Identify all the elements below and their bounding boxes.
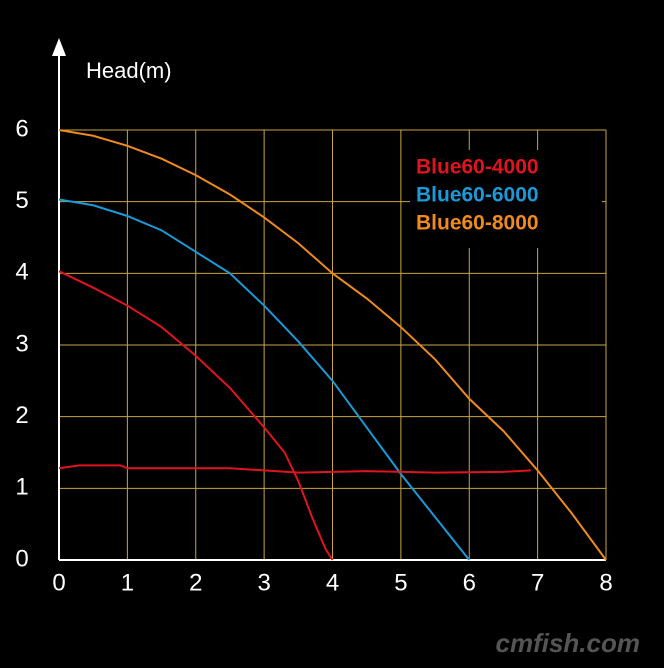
watermark: cmfish.com — [496, 628, 641, 658]
y-tick-label: 0 — [15, 545, 28, 572]
y-tick-label: 3 — [15, 330, 28, 357]
x-tick-label: 4 — [326, 569, 339, 596]
x-tick-label: 0 — [52, 569, 65, 596]
y-tick-label: 2 — [15, 402, 28, 429]
y-tick-label: 1 — [15, 474, 28, 501]
y-axis-arrow — [52, 38, 66, 56]
x-tick-label: 7 — [531, 569, 544, 596]
x-tick-label: 1 — [121, 569, 134, 596]
legend-label: Blue60-6000 — [416, 184, 539, 207]
x-tick-label: 6 — [463, 569, 476, 596]
series-line — [58, 270, 334, 561]
x-tick-label: 3 — [257, 569, 270, 596]
series-line — [58, 198, 471, 561]
x-tick-label: 5 — [394, 569, 407, 596]
y-axis-label: Head(m) — [86, 58, 172, 83]
x-tick-label: 2 — [189, 569, 202, 596]
legend: Blue60-4000 Blue60-6000 Blue60-8000 — [410, 150, 602, 248]
x-tick-label: 8 — [599, 569, 612, 596]
series-line — [58, 464, 531, 474]
y-tick-label: 4 — [15, 259, 28, 286]
y-tick-label: 5 — [15, 187, 28, 214]
y-tick-label: 6 — [15, 115, 28, 142]
legend-background — [410, 150, 602, 248]
series-line — [58, 129, 607, 561]
legend-label: Blue60-8000 — [416, 212, 539, 235]
legend-label: Blue60-4000 — [416, 156, 539, 179]
